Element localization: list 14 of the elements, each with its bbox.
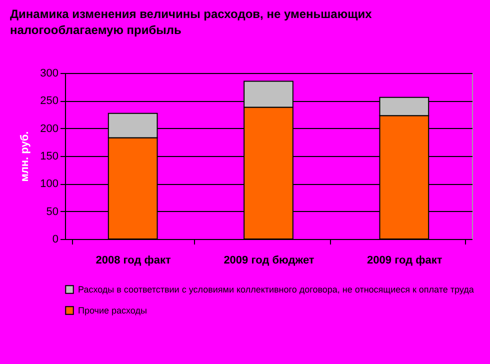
x-tick-label: 2009 год факт [367,254,443,266]
legend-label: Расходы в соответствии с условиями коллективного договора, не относящиеся к оплате труда [78,284,474,294]
y-tick-label: 0 [52,234,58,246]
x-tick-label: 2008 год факт [96,254,172,266]
y-tick-label: 50 [46,206,58,218]
chart-title: Динамика изменения величины расходов, не уменьшающих налогооблагаемую прибыль [10,7,372,37]
y-tick-label: 100 [40,178,58,190]
y-tick-label: 300 [40,68,58,80]
y-tick-label: 250 [40,95,58,108]
y-axis-title: млн. руб. [19,131,32,182]
x-tick-label: 2009 год бюджет [224,254,315,266]
y-tick-label: 150 [40,150,58,162]
y-tick-label: 200 [40,122,58,135]
legend-label: Прочие расходы [78,306,147,316]
